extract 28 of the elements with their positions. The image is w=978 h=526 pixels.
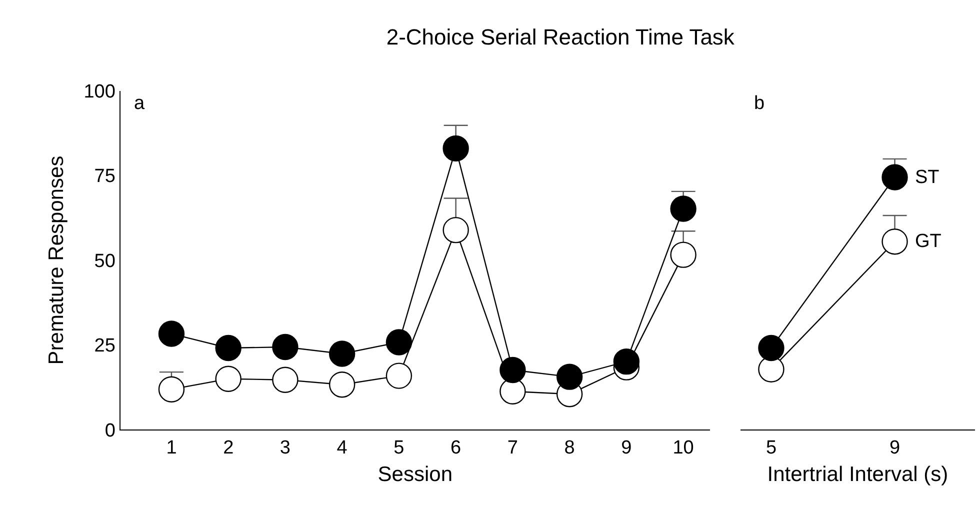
x-tick-label: 5: [394, 438, 404, 459]
x-tick-label: 2: [223, 438, 234, 459]
y-tick-label: 50: [94, 250, 116, 272]
point: [758, 334, 784, 362]
annotation: a: [134, 93, 145, 114]
x-tick-label: 6: [450, 438, 462, 459]
y-tick-label: 25: [94, 336, 116, 357]
point: [882, 164, 908, 190]
x-axis-title: Intertrial Interval (s): [767, 462, 948, 486]
x-tick-label: 8: [564, 438, 575, 459]
x-axis-title: Session: [378, 462, 453, 486]
x-tick-label: 10: [672, 438, 694, 459]
y-tick-label: 100: [84, 81, 116, 102]
series-label: GT: [915, 231, 942, 252]
x-tick-label: 5: [766, 438, 777, 459]
x-tick-label: 3: [280, 438, 291, 459]
series-label: ST: [915, 167, 940, 188]
y-tick-label: 75: [94, 166, 116, 188]
x-tick-label: 7: [507, 438, 518, 459]
annotation: b: [754, 93, 765, 114]
x-tick-label: 9: [621, 438, 632, 459]
chart-title: 2-Choice Serial Reaction Time Task: [386, 24, 736, 50]
point: [882, 228, 908, 255]
x-tick-label: 1: [166, 438, 177, 459]
x-tick-label: 4: [336, 438, 348, 459]
x-tick-label: 9: [889, 438, 900, 459]
y-axis-title: Premature Responses: [44, 156, 68, 365]
y-tick-label: 0: [104, 420, 116, 442]
